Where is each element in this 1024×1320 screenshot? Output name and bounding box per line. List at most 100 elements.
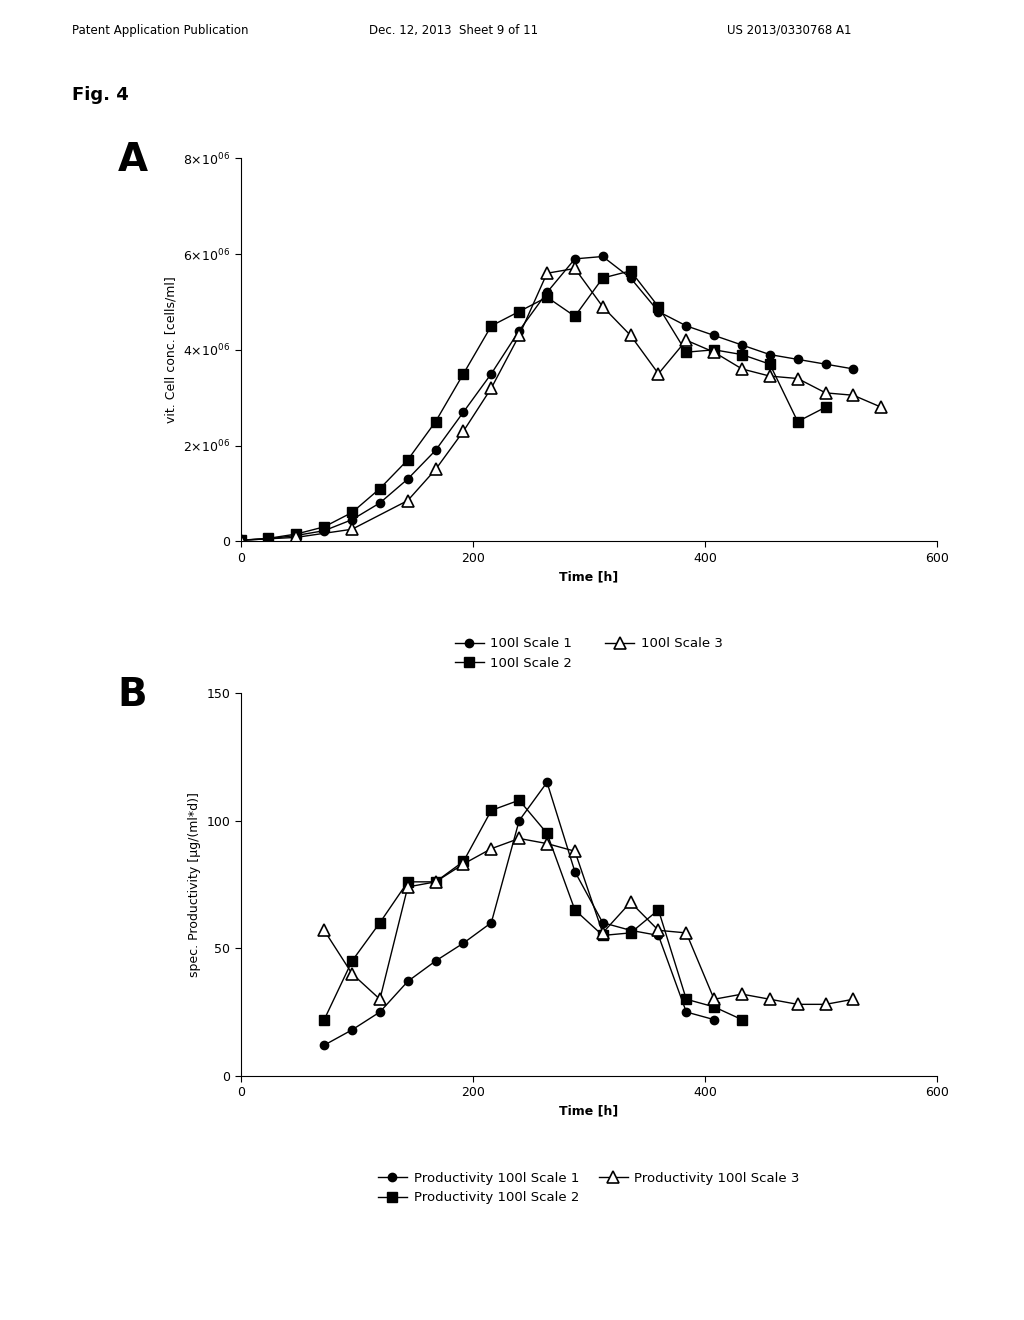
Productivity 100l Scale 1	[708, 1011, 720, 1027]
100l Scale 1	[485, 366, 498, 381]
Productivity 100l Scale 1	[680, 1005, 692, 1020]
Text: Patent Application Publication: Patent Application Publication	[72, 24, 248, 37]
Productivity 100l Scale 3	[708, 991, 720, 1007]
100l Scale 1	[234, 532, 247, 548]
Productivity 100l Scale 2	[458, 854, 470, 870]
100l Scale 3	[736, 362, 749, 378]
Productivity 100l Scale 1	[458, 935, 470, 950]
Productivity 100l Scale 3	[819, 997, 831, 1012]
Line: Productivity 100l Scale 2: Productivity 100l Scale 2	[319, 796, 746, 1024]
100l Scale 2	[429, 413, 441, 429]
100l Scale 1	[318, 523, 331, 539]
100l Scale 2	[485, 318, 498, 334]
Productivity 100l Scale 2	[429, 874, 441, 890]
100l Scale 1	[597, 248, 609, 264]
Line: Productivity 100l Scale 1: Productivity 100l Scale 1	[321, 779, 718, 1049]
100l Scale 3	[847, 387, 859, 403]
Productivity 100l Scale 2	[708, 999, 720, 1015]
100l Scale 3	[485, 380, 498, 396]
Productivity 100l Scale 3	[401, 879, 414, 895]
Productivity 100l Scale 1	[625, 923, 637, 939]
Productivity 100l Scale 3	[541, 836, 553, 851]
Productivity 100l Scale 3	[374, 991, 386, 1007]
100l Scale 3	[708, 345, 720, 360]
Productivity 100l Scale 3	[764, 991, 776, 1007]
100l Scale 2	[792, 413, 804, 429]
Productivity 100l Scale 2	[485, 803, 498, 818]
Productivity 100l Scale 3	[736, 986, 749, 1002]
100l Scale 2	[290, 527, 302, 543]
100l Scale 3	[625, 327, 637, 343]
Productivity 100l Scale 3	[429, 874, 441, 890]
Productivity 100l Scale 2	[374, 915, 386, 931]
Text: Dec. 12, 2013  Sheet 9 of 11: Dec. 12, 2013 Sheet 9 of 11	[369, 24, 538, 37]
100l Scale 2	[680, 345, 692, 360]
Line: Productivity 100l Scale 3: Productivity 100l Scale 3	[318, 833, 859, 1010]
100l Scale 2	[819, 399, 831, 414]
100l Scale 1	[819, 356, 831, 372]
Productivity 100l Scale 3	[652, 923, 665, 939]
100l Scale 1	[764, 347, 776, 363]
Productivity 100l Scale 1	[513, 813, 525, 829]
100l Scale 1	[680, 318, 692, 334]
100l Scale 2	[262, 531, 274, 546]
Productivity 100l Scale 1	[346, 1022, 358, 1038]
Text: B: B	[118, 676, 147, 714]
Productivity 100l Scale 3	[680, 925, 692, 941]
100l Scale 2	[458, 366, 470, 381]
Productivity 100l Scale 3	[318, 923, 331, 939]
100l Scale 1	[625, 271, 637, 286]
100l Scale 1	[401, 471, 414, 487]
100l Scale 1	[262, 531, 274, 546]
Productivity 100l Scale 3	[597, 925, 609, 941]
100l Scale 1	[513, 323, 525, 339]
100l Scale 1	[541, 285, 553, 301]
Productivity 100l Scale 2	[652, 902, 665, 917]
100l Scale 2	[318, 519, 331, 535]
100l Scale 3	[513, 327, 525, 343]
Productivity 100l Scale 1	[318, 1038, 331, 1053]
100l Scale 3	[876, 399, 888, 414]
100l Scale 3	[680, 333, 692, 348]
Productivity 100l Scale 1	[652, 928, 665, 944]
Productivity 100l Scale 2	[401, 874, 414, 890]
100l Scale 3	[401, 492, 414, 508]
100l Scale 3	[652, 366, 665, 381]
100l Scale 1	[290, 528, 302, 544]
100l Scale 3	[597, 298, 609, 314]
100l Scale 1	[429, 442, 441, 458]
100l Scale 3	[290, 529, 302, 545]
Productivity 100l Scale 3	[847, 991, 859, 1007]
100l Scale 2	[764, 356, 776, 372]
100l Scale 2	[736, 347, 749, 363]
Text: US 2013/0330768 A1: US 2013/0330768 A1	[727, 24, 852, 37]
100l Scale 3	[792, 371, 804, 387]
100l Scale 1	[792, 351, 804, 367]
100l Scale 2	[652, 298, 665, 314]
Productivity 100l Scale 3	[458, 857, 470, 873]
Productivity 100l Scale 3	[513, 830, 525, 846]
100l Scale 1	[346, 512, 358, 528]
100l Scale 1	[568, 251, 581, 267]
Productivity 100l Scale 2	[736, 1011, 749, 1027]
100l Scale 3	[764, 368, 776, 384]
100l Scale 2	[401, 451, 414, 467]
Productivity 100l Scale 3	[792, 997, 804, 1012]
Productivity 100l Scale 1	[597, 915, 609, 931]
X-axis label: Time [h]: Time [h]	[559, 570, 618, 583]
100l Scale 2	[541, 289, 553, 305]
Text: Fig. 4: Fig. 4	[72, 86, 128, 104]
Productivity 100l Scale 1	[429, 953, 441, 969]
Productivity 100l Scale 2	[597, 928, 609, 944]
Productivity 100l Scale 1	[374, 1005, 386, 1020]
100l Scale 3	[346, 521, 358, 537]
Y-axis label: vit. Cell conc. [cells/ml]: vit. Cell conc. [cells/ml]	[165, 276, 177, 424]
100l Scale 3	[541, 265, 553, 281]
X-axis label: Time [h]: Time [h]	[559, 1105, 618, 1118]
100l Scale 1	[847, 362, 859, 378]
Productivity 100l Scale 1	[541, 775, 553, 791]
Productivity 100l Scale 3	[625, 895, 637, 911]
Productivity 100l Scale 2	[346, 953, 358, 969]
100l Scale 1	[708, 327, 720, 343]
Productivity 100l Scale 2	[318, 1011, 331, 1027]
